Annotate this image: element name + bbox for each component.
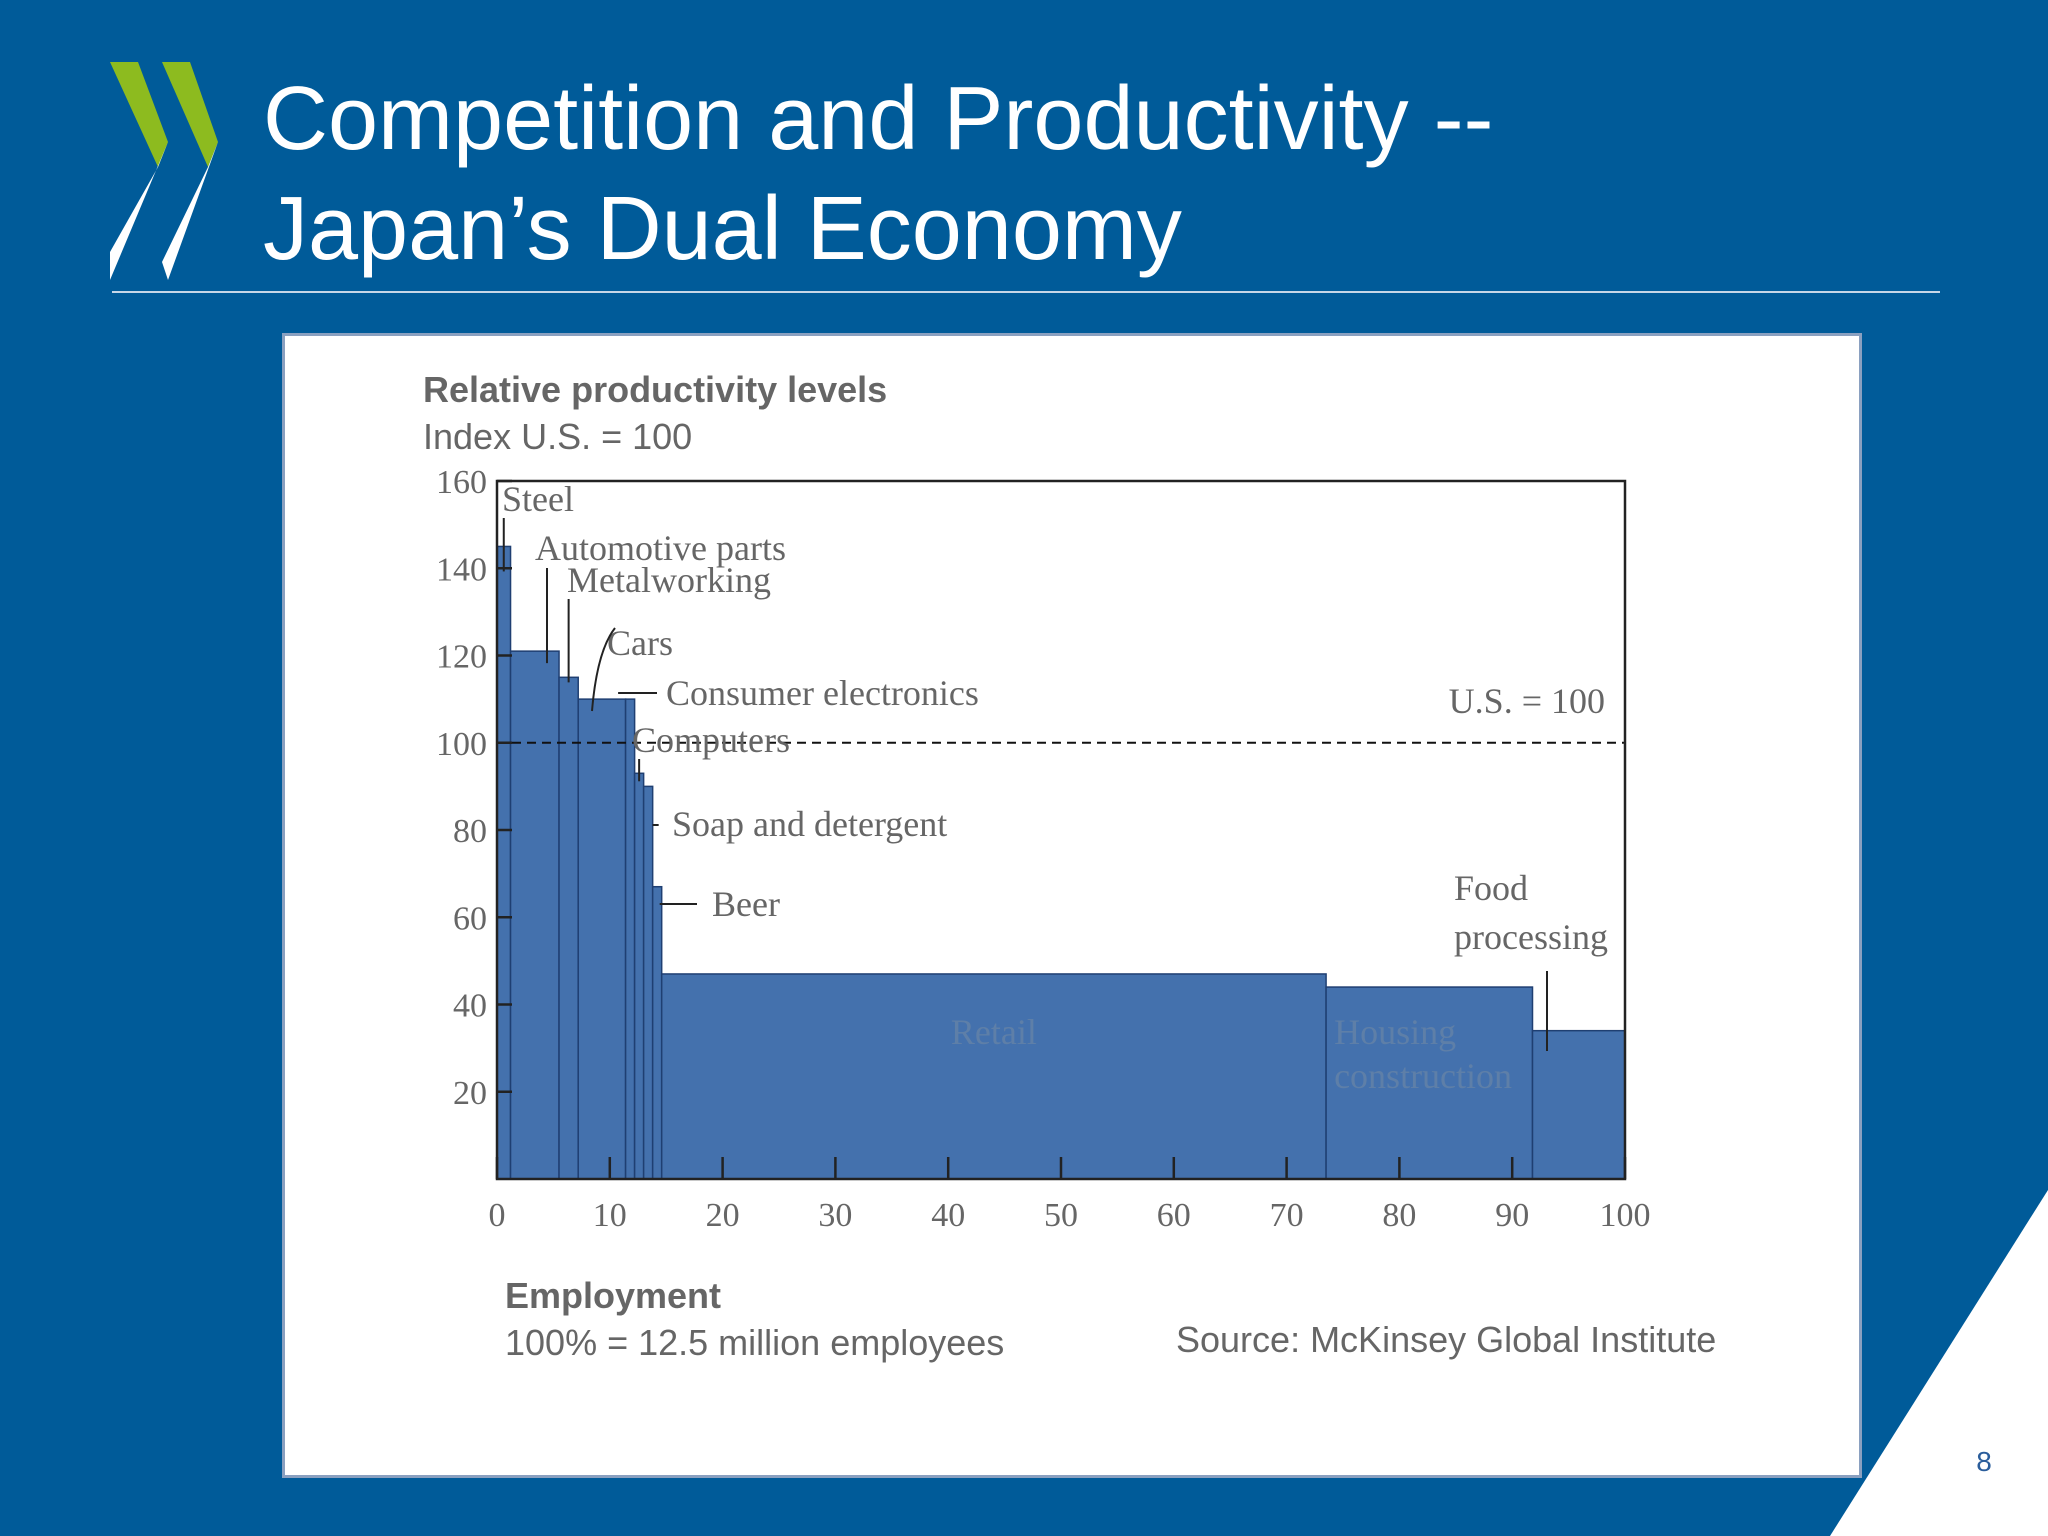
page-number: 8: [1976, 1446, 1992, 1477]
logo-chevron-white-2: [162, 142, 218, 280]
bar-metalworking: [558, 676, 579, 1180]
callout-computers: Computers: [632, 720, 790, 760]
logo-chevron-green-1: [110, 62, 168, 167]
logo-chevron-white-1: [110, 142, 168, 280]
x-tick-label: 50: [1044, 1197, 1078, 1234]
x-tick-label: 80: [1382, 1197, 1416, 1234]
bar-computers: [633, 772, 645, 1180]
y-tick-label: 160: [436, 464, 487, 501]
x-tick-label: 40: [931, 1197, 965, 1234]
leader-cars: [591, 627, 616, 712]
x-tick-label: 10: [593, 1197, 627, 1234]
chart-subtitle: Index U.S. = 100: [423, 416, 692, 457]
x-axis-title: Employment: [505, 1275, 721, 1316]
slide-title-line-2: Japan’s Dual Economy: [263, 179, 1182, 279]
label-housing-construction-line: Housing: [1334, 1012, 1456, 1052]
reference-line-label: U.S. = 100: [1449, 681, 1605, 721]
bar-steel: [496, 545, 512, 1180]
y-tick-label: 120: [436, 639, 487, 676]
chart-title: Relative productivity levels: [423, 369, 887, 410]
callout-metalworking: Metalworking: [567, 560, 771, 600]
y-tick-label: 20: [453, 1075, 487, 1112]
bar-cars: [577, 698, 627, 1180]
callout-food-processing-line: processing: [1454, 917, 1608, 957]
callout-cars: Cars: [607, 623, 673, 663]
y-tick-label: 60: [453, 900, 487, 937]
x-tick-label: 0: [489, 1197, 506, 1234]
source-note: Source: McKinsey Global Institute: [1176, 1319, 1716, 1360]
logo-chevron-green-2: [162, 62, 218, 167]
bar-housing-construction: [1325, 986, 1534, 1180]
bar-food-processing: [1531, 1029, 1626, 1180]
x-tick-label: 100: [1600, 1197, 1651, 1234]
y-tick-label: 100: [436, 726, 487, 763]
label-housing-construction-line: construction: [1334, 1056, 1512, 1096]
title-divider: [112, 291, 1940, 293]
y-tick-label: 140: [436, 551, 487, 588]
slide-title: Competition and Productivity -- Japan’s …: [263, 64, 1913, 284]
slide-title-line-1: Competition and Productivity --: [263, 69, 1494, 169]
bar-beer: [651, 885, 663, 1180]
callout-automotive-parts: Automotive parts: [535, 528, 786, 568]
x-tick-label: 30: [818, 1197, 852, 1234]
callout-consumer-electronics: Consumer electronics: [666, 673, 979, 713]
chart-card: Relative productivity levels Index U.S. …: [282, 333, 1862, 1478]
x-tick-label: 70: [1270, 1197, 1304, 1234]
oecd-logo: [110, 62, 218, 280]
bar-consumer-electronics: [624, 698, 636, 1180]
x-axis-note: 100% = 12.5 million employees: [505, 1322, 1004, 1363]
bar-segments: [496, 545, 1626, 1180]
bar-soap-and-detergent: [642, 785, 654, 1180]
callout-beer: Beer: [712, 884, 780, 924]
callout-soap-and-detergent: Soap and detergent: [672, 804, 947, 844]
x-tick-label: 60: [1157, 1197, 1191, 1234]
bar-automotive-parts: [509, 650, 560, 1180]
y-axis: 20 40 60 80 100 120 140 160: [436, 464, 512, 1112]
y-tick-label: 40: [453, 988, 487, 1025]
x-axis: 0 10 20 30 40 50 60 70 80 90 100: [489, 1157, 1651, 1234]
productivity-chart: Relative productivity levels Index U.S. …: [423, 369, 1716, 1363]
label-retail: Retail: [951, 1012, 1037, 1052]
bar-retail: [660, 973, 1327, 1180]
y-tick-label: 80: [453, 813, 487, 850]
callout-steel: Steel: [502, 479, 574, 519]
x-tick-label: 20: [706, 1197, 740, 1234]
x-tick-label: 90: [1495, 1197, 1529, 1234]
callout-food-processing-line: Food: [1454, 868, 1528, 908]
